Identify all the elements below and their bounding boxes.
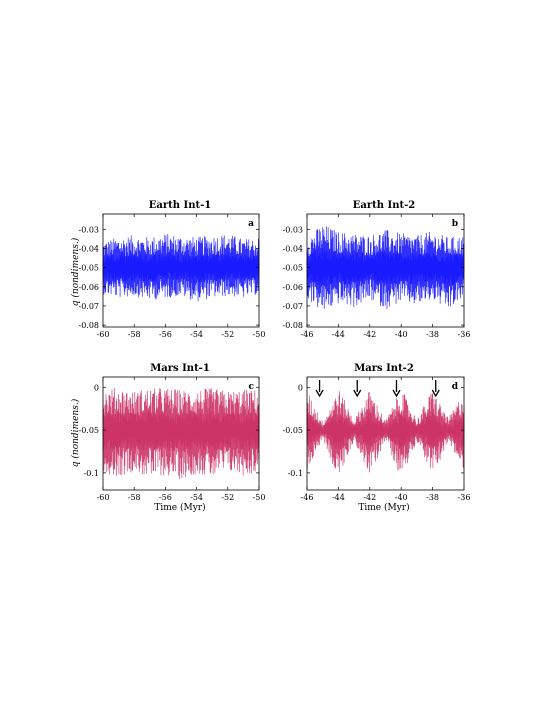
arrow-head [392,389,401,398]
y-tick-label: -0.08 [78,321,99,330]
y-tick-label: -0.05 [78,264,99,273]
x-tick-label: -54 [190,493,203,502]
x-tick-label: -58 [128,493,141,502]
x-tick-label: -60 [97,493,110,502]
y-tick-label: -0.08 [282,321,303,330]
panel-c-ylabel: q (nondimens.) [70,398,81,467]
series-core-line [306,248,465,288]
x-tick-label: -46 [301,330,314,339]
x-tick-label: -52 [221,493,234,502]
x-tick-label: -58 [128,330,141,339]
x-tick-label: -50 [253,493,266,502]
series-core-line [102,252,260,283]
y-tick-label: -0.03 [78,225,99,234]
x-tick-label: -40 [395,493,408,502]
y-tick-label: 0 [94,383,99,392]
y-tick-label: -0.05 [282,264,303,273]
panel-b-title: Earth Int-2 [353,200,415,211]
x-tick-label: -44 [332,330,345,339]
x-tick-label: -54 [190,330,203,339]
x-tick-label: -60 [97,330,110,339]
panel-a-letter: a [248,219,254,229]
y-tick-label: -0.1 [84,469,99,478]
panel-a-plot: -60 -58 -56 -54 -52 -50 -0.03 -0.04 -0.05 -0.06 -0… [78,213,266,339]
panel-b-plot: -46 -44 -42 -40 -38 -36 -0.03 -0.04 -0.05 -0.06 -0… [282,213,471,339]
series-core-line [102,411,260,452]
x-tick-label: -50 [253,330,266,339]
y-tick-label: -0.04 [282,244,303,253]
arrow-head [353,389,362,398]
y-tick-label: -0.06 [78,283,99,292]
series-line [102,388,260,479]
panel-d-plot: -46 -44 -42 -40 -38 -36 0 -0.05 -0.1 [282,376,471,502]
plot-frame [306,376,465,491]
x-tick-label: -42 [363,330,376,339]
panel-c-title: Mars Int-1 [150,363,210,374]
panel-d-title: Mars Int-2 [354,363,414,374]
x-tick-label: -56 [159,493,172,502]
plot-frame [306,213,465,328]
panel-a-title: Earth Int-1 [149,200,211,211]
plot-frame [102,376,260,491]
panel-c-plot: -60 -58 -56 -54 -52 -50 0 -0.05 -0.1 [78,376,266,502]
x-tick-label: -44 [332,493,345,502]
panel-c-letter: c [249,382,255,392]
panel-c: Mars Int-1 q (nondimens.) Time (Myr) -60… [70,363,265,513]
panel-a: Earth Int-1 q (nondimens.) -60 -58 -56 -54-… [70,200,265,339]
x-tick-label: -36 [458,330,471,339]
x-tick-label: -46 [301,493,314,502]
y-tick-label: -0.06 [282,283,303,292]
x-tick-label: -38 [426,330,439,339]
plot-frame [102,213,260,328]
y-tick-label: -0.05 [282,426,303,435]
panel-d-xlabel: Time (Myr) [358,502,409,513]
y-tick-label: -0.1 [288,469,303,478]
arrow-head [431,389,440,398]
x-tick-label: -52 [221,330,234,339]
x-tick-label: -38 [426,493,439,502]
panel-d: Mars Int-2 Time (Myr) -46 -44 -42 -40 -38 -36… [282,363,470,513]
arrow-head [315,389,324,398]
panel-d-letter: d [452,382,459,392]
x-tick-label: -56 [159,330,172,339]
panel-b: Earth Int-2 -46 -44 -42 -40 -38 -36 -0.03 -0.04… [282,200,470,339]
panel-c-xlabel: Time (Myr) [154,502,205,513]
y-tick-label: -0.04 [78,244,99,253]
y-tick-label: -0.05 [78,426,99,435]
y-tick-label: 0 [298,383,303,392]
panel-a-ylabel: q (nondimens.) [70,237,81,306]
y-tick-label: -0.07 [78,302,99,311]
x-tick-label: -40 [395,330,408,339]
y-tick-label: -0.03 [282,225,303,234]
x-tick-label: -42 [363,493,376,502]
x-tick-label: -36 [458,493,471,502]
panel-b-letter: b [452,219,458,229]
y-tick-label: -0.07 [282,302,303,311]
series-core-line [306,412,465,450]
